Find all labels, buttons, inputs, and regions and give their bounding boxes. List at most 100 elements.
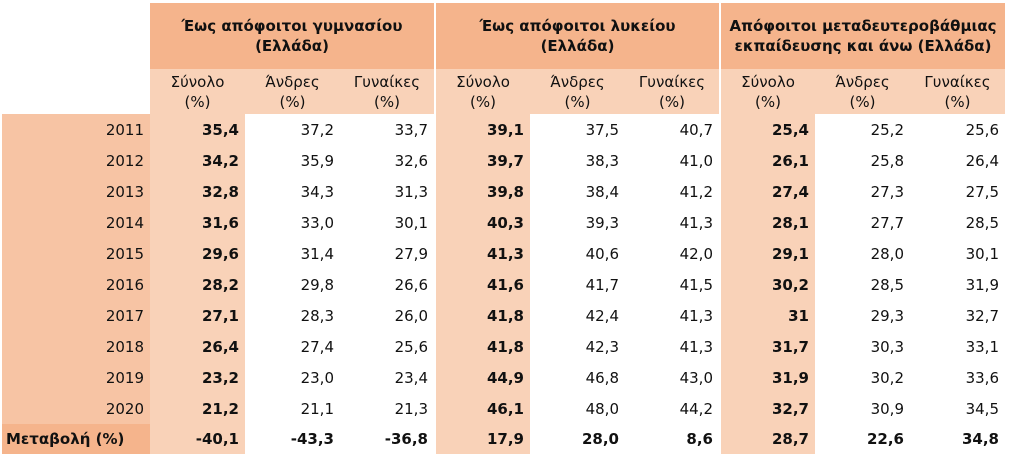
total-value-cell: 44,9	[434, 362, 530, 393]
total-value-cell: 46,1	[434, 393, 530, 424]
value-cell: 41,2	[625, 176, 720, 207]
value-cell: 40,7	[625, 114, 720, 145]
value-cell: 38,4	[530, 176, 625, 207]
sub-header-row: Σύνολο (%) Άνδρες (%) Γυναίκες (%) Σύνολο (%) Άν…	[2, 69, 1005, 114]
sub-header-men: Άνδρες (%)	[530, 69, 625, 114]
sub-header-label: Σύνολο	[741, 72, 795, 91]
total-value-cell: 31,9	[719, 362, 815, 393]
total-value-cell: 28,2	[150, 269, 245, 300]
change-label: Μεταβολή (%)	[2, 424, 150, 454]
value-cell: 41,0	[625, 145, 720, 176]
value-cell: 23,4	[340, 362, 435, 393]
value-cell: 27,4	[245, 331, 340, 362]
total-value-cell: 27,4	[719, 176, 815, 207]
sub-header-unit: (%)	[659, 92, 685, 111]
value-cell: 40,6	[530, 238, 625, 269]
sub-header-total: Σύνολο (%)	[434, 69, 530, 114]
value-cell: 28,5	[910, 207, 1005, 238]
total-value-cell: 27,1	[150, 300, 245, 331]
sub-header-label: Άνδρες	[265, 72, 320, 91]
corner-cell-sub	[2, 69, 150, 114]
value-cell: 41,3	[625, 207, 720, 238]
value-cell: 21,1	[245, 393, 340, 424]
sub-header-unit: (%)	[184, 92, 211, 111]
group-header-postsecondary-label: Απόφοιτοι μεταδευτεροβάθμιας εκπαίδευσης…	[729, 17, 997, 55]
total-value-cell: 41,8	[434, 300, 530, 331]
sub-header-label: Άνδρες	[550, 72, 605, 91]
year-cell: 2012	[2, 145, 150, 176]
value-cell: 27,5	[910, 176, 1005, 207]
table-row: 2016 28,2 29,8 26,6 41,6 41,7 41,5 30,2 28,5 31,9	[2, 269, 1005, 300]
total-value-cell: 39,1	[434, 114, 530, 145]
value-cell: 29,8	[245, 269, 340, 300]
value-cell: 32,7	[910, 300, 1005, 331]
value-cell: 34,3	[245, 176, 340, 207]
sub-header-unit: (%)	[374, 92, 400, 111]
value-cell: 27,3	[815, 176, 910, 207]
value-cell: 25,6	[340, 331, 435, 362]
value-cell: 31,4	[245, 238, 340, 269]
value-cell: 33,1	[910, 331, 1005, 362]
value-cell: 30,1	[340, 207, 435, 238]
value-cell: 25,2	[815, 114, 910, 145]
value-cell: 21,3	[340, 393, 435, 424]
value-cell: 28,3	[245, 300, 340, 331]
sub-header-label: Γυναίκες	[353, 72, 421, 91]
value-cell: 44,2	[625, 393, 720, 424]
value-cell: 28,0	[815, 238, 910, 269]
value-cell: 27,7	[815, 207, 910, 238]
total-value-cell: 41,8	[434, 331, 530, 362]
total-value-cell: 29,1	[719, 238, 815, 269]
value-cell: 29,3	[815, 300, 910, 331]
sub-header-label: Σύνολο	[170, 72, 225, 91]
value-cell: 43,0	[625, 362, 720, 393]
value-cell: 31,9	[910, 269, 1005, 300]
value-cell: 35,9	[245, 145, 340, 176]
change-value-cell: 28,7	[719, 424, 815, 454]
table-row: 2018 26,4 27,4 25,6 41,8 42,3 41,3 31,7 30,3 33,1	[2, 331, 1005, 362]
value-cell: 26,4	[910, 145, 1005, 176]
table-row: 2013 32,8 34,3 31,3 39,8 38,4 41,2 27,4 27,3 27,5	[2, 176, 1005, 207]
value-cell: 33,6	[910, 362, 1005, 393]
total-value-cell: 31,6	[150, 207, 245, 238]
total-value-cell: 32,8	[150, 176, 245, 207]
corner-cell	[2, 3, 150, 69]
value-cell: 30,1	[910, 238, 1005, 269]
change-value-cell: 8,6	[625, 424, 720, 454]
value-cell: 41,3	[625, 331, 720, 362]
value-cell: 23,0	[245, 362, 340, 393]
change-value-cell: 28,0	[530, 424, 625, 454]
sub-header-women: Γυναίκες (%)	[910, 69, 1005, 114]
total-value-cell: 35,4	[150, 114, 245, 145]
sub-header-total: Σύνολο (%)	[150, 69, 245, 114]
value-cell: 41,3	[625, 300, 720, 331]
sub-header-unit: (%)	[755, 92, 781, 111]
year-cell: 2015	[2, 238, 150, 269]
year-cell: 2011	[2, 114, 150, 145]
total-value-cell: 21,2	[150, 393, 245, 424]
education-table: Έως απόφοιτοι γυμνασίου (Ελλάδα) Έως από…	[2, 3, 1005, 454]
value-cell: 37,5	[530, 114, 625, 145]
sub-header-unit: (%)	[849, 92, 876, 111]
year-cell: 2017	[2, 300, 150, 331]
year-cell: 2020	[2, 393, 150, 424]
sub-header-label: Σύνολο	[456, 72, 510, 91]
value-cell: 37,2	[245, 114, 340, 145]
year-cell: 2014	[2, 207, 150, 238]
sub-header-unit: (%)	[470, 92, 496, 111]
total-value-cell: 26,4	[150, 331, 245, 362]
total-value-cell: 41,3	[434, 238, 530, 269]
value-cell: 42,4	[530, 300, 625, 331]
value-cell: 39,3	[530, 207, 625, 238]
table-row: 2017 27,1 28,3 26,0 41,8 42,4 41,3 31 29,3 32,7	[2, 300, 1005, 331]
value-cell: 30,9	[815, 393, 910, 424]
total-value-cell: 25,4	[719, 114, 815, 145]
change-value-cell: 22,6	[815, 424, 910, 454]
value-cell: 41,7	[530, 269, 625, 300]
change-value-cell: -43,3	[245, 424, 340, 454]
total-value-cell: 32,7	[719, 393, 815, 424]
sub-header-label: Γυναίκες	[638, 72, 706, 91]
value-cell: 31,3	[340, 176, 435, 207]
value-cell: 26,6	[340, 269, 435, 300]
value-cell: 26,0	[340, 300, 435, 331]
